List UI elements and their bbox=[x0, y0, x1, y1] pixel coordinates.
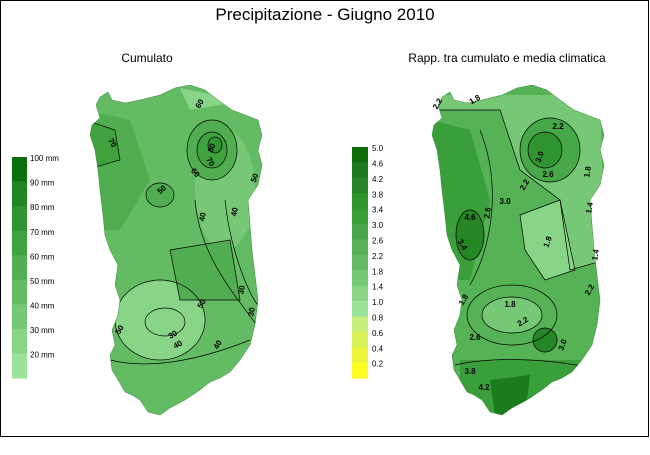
legend-swatch bbox=[352, 285, 368, 302]
legend-label: 70 mm bbox=[30, 228, 55, 237]
legend-label: 4.2 bbox=[372, 175, 384, 184]
legend-swatch bbox=[12, 304, 27, 330]
legend-label: 100 mm bbox=[30, 154, 59, 163]
contour-label: 30 bbox=[246, 306, 257, 317]
legend-swatch bbox=[12, 279, 27, 305]
contour-label: 1.8 bbox=[582, 165, 593, 178]
legend-label: 0.4 bbox=[372, 344, 384, 353]
legend-label: 1.8 bbox=[372, 267, 384, 276]
contour-label: 30 bbox=[236, 284, 247, 295]
legend-label: 5.0 bbox=[372, 144, 384, 153]
legend-swatch bbox=[352, 208, 368, 225]
legend-label: 40 mm bbox=[30, 301, 55, 310]
panel-subtitle: Cumulato bbox=[121, 51, 173, 65]
legend-swatch bbox=[352, 316, 368, 333]
legend-swatch bbox=[352, 331, 368, 348]
generated: 100 mm 90 mm 80 mm 70 mm 60 mm 50 mm 40 mm 30 m… bbox=[12, 93, 601, 392]
legend-swatch bbox=[12, 230, 27, 256]
contour-label: 40 bbox=[197, 211, 208, 222]
contour-label: 3.0 bbox=[534, 150, 546, 164]
legend-label: 0.2 bbox=[372, 360, 384, 369]
legend-swatch bbox=[352, 239, 368, 256]
legend-label: 0.8 bbox=[372, 314, 384, 323]
legend-swatch bbox=[352, 147, 368, 163]
legend-swatch bbox=[12, 206, 27, 232]
legend-label: 1.4 bbox=[372, 283, 384, 292]
legend-label: 4.6 bbox=[372, 160, 384, 169]
legend-swatch bbox=[352, 193, 368, 210]
legend-label: 0.6 bbox=[372, 329, 384, 338]
contour-label: 3.8 bbox=[464, 367, 476, 376]
contour-label: 2.6 bbox=[542, 170, 554, 179]
legend-label: 3.0 bbox=[372, 221, 384, 230]
legend-label: 60 mm bbox=[30, 252, 55, 261]
legend-label: 1.0 bbox=[372, 298, 384, 307]
panel-subtitle: Rapp. tra cumulato e media climatica bbox=[408, 51, 606, 65]
legend-swatch bbox=[352, 301, 368, 317]
legend-swatch bbox=[12, 353, 27, 379]
contour-label: 2.2 bbox=[552, 122, 564, 131]
map-rapporto bbox=[432, 85, 604, 415]
legend-swatch bbox=[352, 362, 368, 379]
legend-swatch bbox=[352, 254, 368, 271]
contour-label: 1.4 bbox=[584, 201, 595, 214]
legend-label: 3.4 bbox=[372, 206, 384, 215]
legend-swatch bbox=[12, 157, 27, 183]
legend-label: 2.2 bbox=[372, 252, 384, 261]
legend-swatch bbox=[352, 177, 368, 194]
figure-title: Precipitazione - Giugno 2010 bbox=[215, 5, 434, 24]
legend-label: 30 mm bbox=[30, 326, 55, 335]
contour-label: 1.4 bbox=[590, 248, 601, 261]
contour-label: 4.6 bbox=[464, 213, 476, 222]
contour-label: 1.8 bbox=[542, 235, 554, 249]
legend-label: 20 mm bbox=[30, 351, 55, 360]
contour-label: 1.8 bbox=[504, 300, 516, 309]
contour-label: 2.6 bbox=[482, 206, 493, 219]
legend-swatch bbox=[12, 181, 27, 207]
contour-label: 50 bbox=[249, 172, 261, 184]
legend-label: 3.8 bbox=[372, 190, 384, 199]
legend-swatch bbox=[352, 162, 368, 179]
legend-label: 50 mm bbox=[30, 277, 55, 286]
legend-label: 80 mm bbox=[30, 203, 55, 212]
contour-label: 4.2 bbox=[478, 383, 490, 392]
legend-swatch bbox=[12, 328, 27, 354]
legend-swatch bbox=[352, 224, 368, 240]
legend-swatch bbox=[352, 270, 368, 287]
legend-label: 2.6 bbox=[372, 237, 384, 246]
legend-swatch bbox=[12, 255, 27, 281]
contour-label: 3.0 bbox=[557, 338, 569, 352]
contour-label: 40 bbox=[229, 206, 240, 217]
contour-label: 3.0 bbox=[499, 197, 511, 206]
contour-label: 80 bbox=[206, 142, 218, 154]
legend-label: 90 mm bbox=[30, 179, 55, 188]
legend-swatch bbox=[352, 347, 368, 364]
contour-label: 2.6 bbox=[469, 333, 481, 342]
